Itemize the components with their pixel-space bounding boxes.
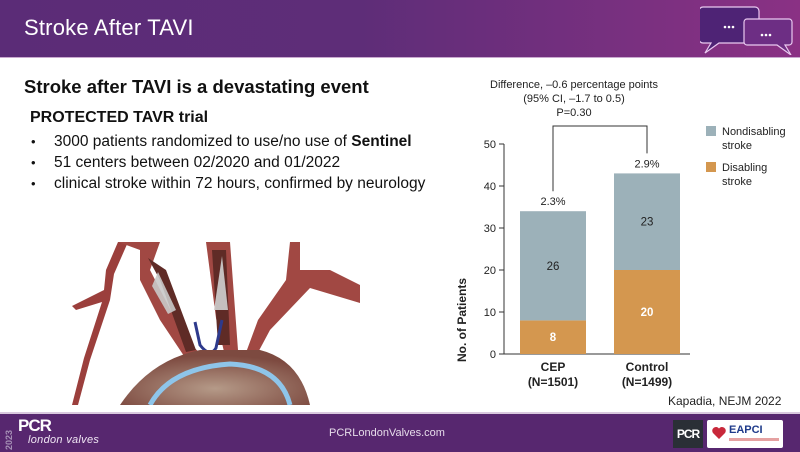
bullet-item: • 3000 patients randomized to use/no use… xyxy=(30,131,425,152)
trial-name: PROTECTED TAVR trial xyxy=(30,109,209,126)
vessel-left xyxy=(72,242,128,405)
bar-total-label: 2.3% xyxy=(540,196,565,208)
slide-footer: 2023 PCR london valves PCRLondonValves.c… xyxy=(0,412,800,452)
bar-segment xyxy=(614,173,680,270)
x-category-sublabel: (N=1501) xyxy=(528,375,578,389)
eapci-partner-logo: EAPCI xyxy=(707,420,783,448)
bar-value-label: 8 xyxy=(550,332,557,344)
bar-total-label: 2.9% xyxy=(634,158,659,170)
slide-headline: Stroke after TAVI is a devastating event xyxy=(24,76,369,97)
pcr-logo-subtitle: london valves xyxy=(28,434,100,446)
pcr-london-valves-logo: PCR xyxy=(18,416,52,435)
annotation-line: (95% CI, –1.7 to 0.5) xyxy=(523,93,625,105)
y-tick-label: 50 xyxy=(484,139,496,151)
bar-segment xyxy=(614,270,680,354)
bar-segment xyxy=(520,320,586,354)
aortic-arch xyxy=(120,350,310,405)
bar-value-label: 23 xyxy=(641,217,654,229)
valve-delivery-ring xyxy=(147,361,293,405)
bullet-marker: • xyxy=(31,155,36,170)
y-axis-label: No. of Patients xyxy=(455,278,469,362)
legend-label: Nondisabling xyxy=(722,126,786,138)
chat-bubbles-icon xyxy=(700,6,793,55)
y-tick-label: 30 xyxy=(484,223,496,235)
legend-label: stroke xyxy=(722,176,752,188)
chart-annotation: Difference, –0.6 percentage points (95% … xyxy=(490,79,658,119)
legend-swatch xyxy=(706,162,716,172)
x-category-label: CEP xyxy=(541,360,566,374)
bullet-marker: • xyxy=(31,134,36,149)
heart-icon xyxy=(712,427,726,439)
eapci-tagline-bar xyxy=(729,438,779,441)
filter-left xyxy=(152,272,176,314)
bullet-item: • clinical stroke within 72 hours, confi… xyxy=(30,173,425,194)
chart-legend: Nondisabling stroke Disabling stroke xyxy=(706,126,786,188)
x-category-sublabel: (N=1499) xyxy=(622,375,672,389)
y-tick-label: 0 xyxy=(490,349,496,361)
trial-bullet-list: • 3000 patients randomized to use/no use… xyxy=(30,131,425,194)
stroke-bar-chart: Difference, –0.6 percentage points (95% … xyxy=(455,79,786,389)
bullet-item: • 51 centers between 02/2020 and 01/2022 xyxy=(30,152,425,173)
bullet-text: 3000 patients randomized to use/no use o… xyxy=(54,133,352,150)
legend-swatch xyxy=(706,126,716,136)
filter-right xyxy=(214,256,228,310)
y-tick-label: 10 xyxy=(484,307,496,319)
footer-website-link[interactable]: PCRLondonValves.com xyxy=(329,427,445,439)
bullet-marker: • xyxy=(31,176,36,191)
legend-label: stroke xyxy=(722,140,752,152)
legend-label: Disabling xyxy=(722,162,767,174)
bullet-text: 51 centers between 02/2020 and 01/2022 xyxy=(54,154,341,171)
svg-text:2023: 2023 xyxy=(4,430,14,450)
slide-title: Stroke After TAVI xyxy=(24,15,194,40)
significance-bracket xyxy=(552,125,648,192)
citation: Kapadia, NEJM 2022 xyxy=(668,394,782,408)
footer-year: 2023 xyxy=(4,430,14,450)
bullet-text: clinical stroke within 72 hours, confirm… xyxy=(54,175,426,192)
bar-segment xyxy=(520,211,586,321)
slide-header: Stroke After TAVI xyxy=(0,0,800,58)
aortic-arch-illustration xyxy=(72,242,360,405)
x-category-label: Control xyxy=(626,360,669,374)
bar-value-label: 20 xyxy=(641,307,654,319)
bar-value-label: 26 xyxy=(547,261,560,273)
pcr-partner-logo: PCR xyxy=(673,420,703,448)
annotation-line: Difference, –0.6 percentage points xyxy=(490,79,658,91)
y-tick-label: 20 xyxy=(484,265,496,277)
y-tick-label: 40 xyxy=(484,181,496,193)
annotation-line: P=0.30 xyxy=(556,107,591,119)
eapci-label: EAPCI xyxy=(729,424,763,436)
vessel-right xyxy=(244,242,360,360)
bullet-bold-text: Sentinel xyxy=(351,133,412,150)
